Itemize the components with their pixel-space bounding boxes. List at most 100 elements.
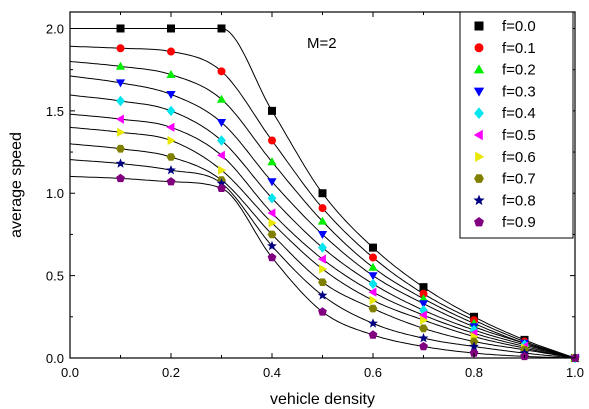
- data-point: [318, 307, 327, 316]
- data-point: [166, 105, 176, 117]
- x-tick-label: 0.0: [61, 365, 79, 380]
- x-axis-title: vehicle density: [270, 391, 375, 408]
- x-tick-label: 0.2: [162, 365, 180, 380]
- data-point: [317, 216, 328, 225]
- x-tick-label: 0.8: [465, 365, 483, 380]
- data-point: [368, 330, 378, 339]
- data-point: [267, 230, 277, 239]
- data-point: [115, 79, 126, 88]
- data-point: [166, 165, 176, 175]
- data-point: [419, 289, 428, 298]
- data-point: [369, 243, 377, 252]
- data-point: [167, 24, 175, 33]
- data-point: [368, 287, 377, 297]
- data-point: [268, 218, 277, 228]
- data-point: [368, 262, 378, 271]
- data-point: [115, 61, 126, 70]
- data-point: [216, 178, 227, 188]
- data-point: [115, 158, 126, 168]
- data-point: [317, 231, 328, 239]
- legend-marker: [473, 64, 485, 74]
- data-point: [267, 157, 277, 166]
- data-point: [166, 122, 175, 132]
- legend-marker: [474, 217, 484, 227]
- annotation-label: M=2: [307, 35, 337, 52]
- data-point: [167, 47, 175, 56]
- data-point: [469, 348, 479, 357]
- data-point: [267, 252, 277, 262]
- data-point: [317, 290, 328, 300]
- data-point: [267, 208, 276, 218]
- x-tick-label: 1.0: [566, 365, 584, 380]
- data-point: [318, 189, 327, 198]
- legend-entry-label: f=0.3: [502, 83, 536, 100]
- data-point: [217, 135, 226, 146]
- legend-entry-label: f=0.0: [502, 18, 536, 35]
- data-point: [368, 304, 378, 313]
- data-point: [419, 324, 428, 333]
- data-point: [268, 136, 276, 145]
- data-point: [369, 295, 378, 305]
- data-point: [368, 272, 378, 281]
- data-point: [469, 341, 479, 351]
- legend-marker: [473, 129, 483, 141]
- data-point: [418, 310, 427, 320]
- y-tick-label: 0.5: [46, 269, 64, 284]
- legend-entry-label: f=0.2: [502, 62, 536, 79]
- data-point: [167, 135, 176, 146]
- data-point: [116, 24, 125, 33]
- data-point: [116, 95, 125, 107]
- data-point: [217, 183, 226, 192]
- data-point: [419, 283, 428, 292]
- legend: f=0.0 f=0.1 f=0.2 f=0.3 f=0.4 f=0.5 f=0.6 f=0.7…: [459, 11, 574, 239]
- legend-entry-label: f=0.5: [502, 127, 536, 144]
- legend-marker: [473, 87, 485, 97]
- data-point: [216, 150, 225, 160]
- legend-entry-label: f=0.8: [502, 192, 536, 209]
- data-point: [268, 106, 276, 115]
- y-tick-label: 1.5: [46, 104, 64, 119]
- legend-marker: [474, 43, 484, 53]
- data-point: [166, 153, 176, 161]
- legend-marker: [474, 107, 484, 119]
- y-tick-label: 2.0: [46, 21, 64, 36]
- data-point: [418, 300, 429, 309]
- data-markers: [115, 24, 580, 364]
- data-point: [216, 94, 227, 103]
- y-tick-label: 0.0: [46, 351, 64, 366]
- legend-entry-label: f=0.4: [502, 105, 536, 122]
- data-point: [368, 318, 378, 328]
- data-point: [318, 278, 327, 286]
- legend-entry-label: f=0.7: [502, 171, 536, 188]
- y-tick-label: 1.0: [46, 186, 64, 201]
- data-point: [115, 114, 124, 124]
- data-point: [420, 315, 429, 325]
- data-point: [368, 278, 378, 290]
- data-point: [418, 333, 429, 343]
- data-point: [166, 70, 176, 78]
- legend-marker: [474, 21, 484, 31]
- data-point: [318, 204, 327, 213]
- axis-ticks: 0.0 0.2 0.4 0.6 0.8 1.0 0.0 0.5 1.0 1.5 2.0: [46, 12, 584, 380]
- data-point: [419, 305, 428, 316]
- data-point: [166, 177, 176, 186]
- data-point: [317, 254, 326, 264]
- x-tick-label: 0.4: [263, 365, 281, 380]
- data-point: [217, 67, 226, 76]
- y-axis-title: average speed: [8, 132, 25, 238]
- data-point: [267, 178, 277, 187]
- legend-marker: [474, 174, 484, 183]
- legend-marker: [475, 151, 485, 162]
- data-point: [117, 127, 126, 137]
- data-point: [319, 264, 328, 274]
- data-point: [116, 144, 125, 153]
- data-point: [267, 193, 277, 204]
- data-point: [116, 44, 125, 53]
- data-point: [369, 253, 377, 262]
- legend-entry-label: f=0.1: [502, 40, 536, 57]
- data-point: [166, 91, 176, 99]
- legend-marker: [473, 194, 485, 206]
- data-point: [267, 240, 277, 251]
- data-point: [217, 24, 226, 33]
